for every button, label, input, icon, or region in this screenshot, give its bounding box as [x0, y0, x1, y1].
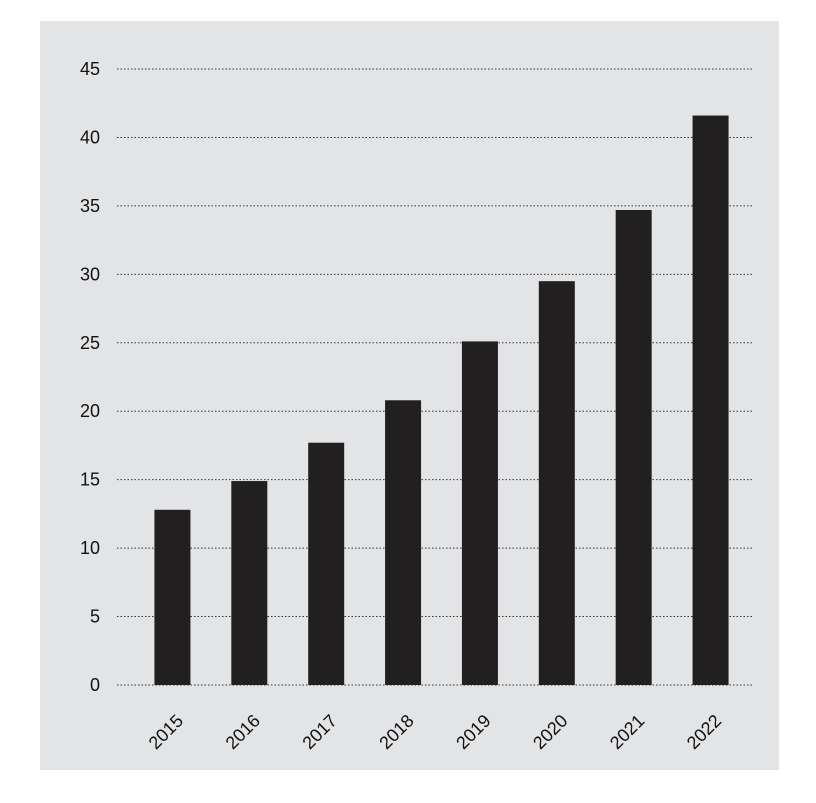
y-tick-label-35: 35: [80, 196, 100, 216]
bar-2015: [154, 509, 191, 685]
x-tick-label-2015: 2015: [145, 711, 187, 753]
x-tick-label-2018: 2018: [375, 711, 417, 753]
y-axis-tick-labels: 0 5 10 15 20 25 30 35 40 45: [80, 59, 100, 695]
x-tick-label-2017: 2017: [298, 711, 340, 753]
bar-2019: [461, 341, 498, 685]
bar-2016: [231, 481, 268, 685]
y-tick-label-40: 40: [80, 127, 100, 147]
y-tick-label-45: 45: [80, 59, 100, 79]
y-tick-label-25: 25: [80, 333, 100, 353]
x-tick-label-2022: 2022: [683, 711, 725, 753]
y-tick-label-15: 15: [80, 470, 100, 490]
bar-2020: [538, 281, 575, 685]
x-tick-label-2019: 2019: [452, 711, 494, 753]
bar-2021: [615, 209, 652, 686]
x-tick-label-2016: 2016: [222, 711, 264, 753]
y-tick-label-10: 10: [80, 538, 100, 558]
y-tick-label-5: 5: [90, 607, 100, 627]
grid-lines: [117, 68, 752, 686]
bars: [154, 115, 729, 686]
bar-2017: [308, 442, 345, 685]
x-tick-label-2020: 2020: [529, 711, 571, 753]
y-tick-label-20: 20: [80, 401, 100, 421]
x-tick-label-2021: 2021: [606, 711, 648, 753]
bar-2022: [692, 115, 729, 685]
y-tick-label-0: 0: [90, 675, 100, 695]
y-tick-label-30: 30: [80, 264, 100, 284]
bar-2018: [385, 400, 422, 685]
x-axis-tick-labels: 2015 2016 2017 2018 2019 2020 2021 2022: [145, 711, 726, 753]
